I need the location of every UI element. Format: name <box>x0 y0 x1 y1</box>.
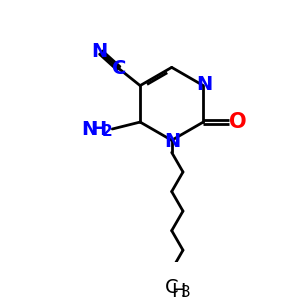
Text: N: N <box>196 75 212 94</box>
Text: H: H <box>171 282 186 300</box>
Text: N: N <box>91 42 107 61</box>
Text: C: C <box>112 59 127 78</box>
Text: O: O <box>229 112 247 132</box>
Text: N: N <box>82 119 98 139</box>
Text: 3: 3 <box>181 285 190 300</box>
Text: 2: 2 <box>102 124 112 139</box>
Text: H: H <box>90 119 106 139</box>
Text: N: N <box>164 132 181 151</box>
Text: C: C <box>165 278 178 297</box>
